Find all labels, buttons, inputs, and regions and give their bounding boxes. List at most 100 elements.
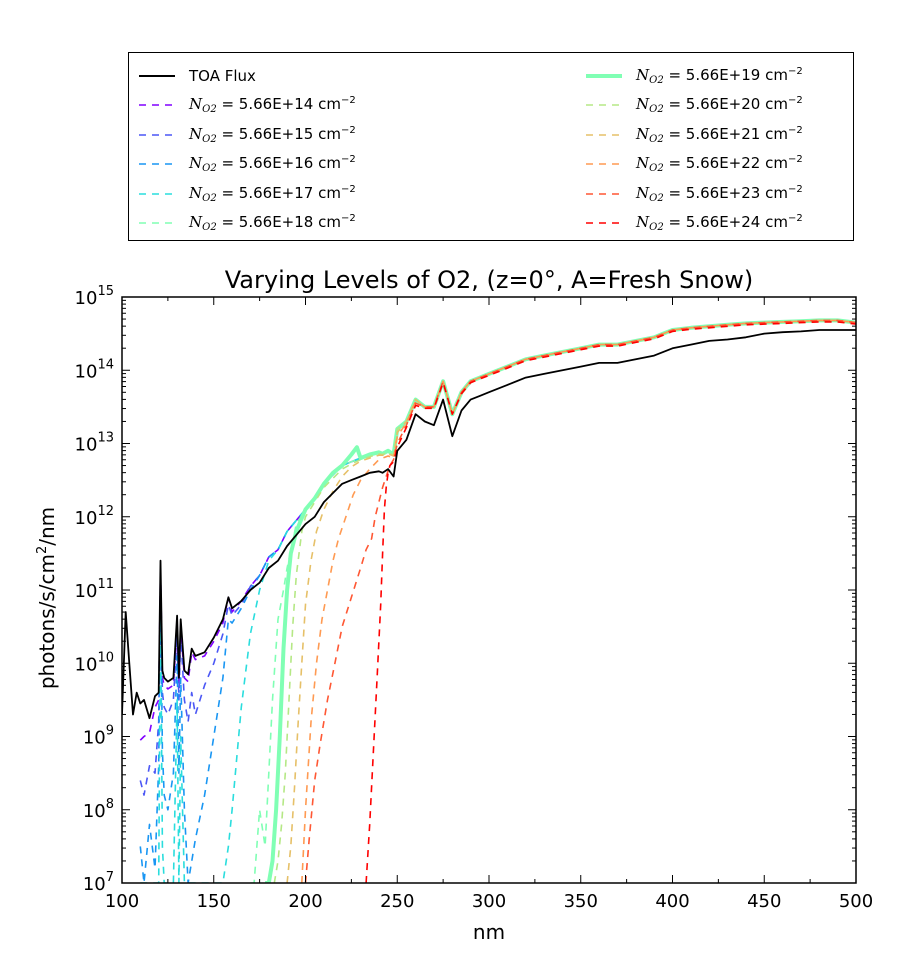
y-tick-label-exp: 7 (106, 870, 114, 885)
legend-value: = 5.66E+21 cm (663, 124, 788, 143)
legend-entry-5.66E+20: NO2 = 5.66E+20 cm−2 (586, 91, 803, 121)
legend-value: = 5.66E+16 cm (216, 154, 341, 173)
legend-n-symbol: NO2 (636, 154, 664, 175)
y-tick-label-1e14: 1014 (75, 357, 114, 382)
legend-swatch-toa (139, 74, 175, 77)
y-tick-label-base: 10 (75, 435, 98, 456)
series-line-5.66E+19 (265, 318, 856, 883)
y-tick-label-exp: 8 (106, 797, 114, 812)
legend-swatch-5.66E+15 (139, 133, 175, 136)
y-tick-label-1e11: 1011 (75, 577, 114, 602)
legend-swatch-5.66E+19 (586, 73, 622, 78)
legend-entry-5.66E+18: NO2 = 5.66E+18 cm−2 (139, 209, 356, 239)
legend-n-symbol: NO2 (189, 183, 217, 204)
y-tick-label-base: 10 (83, 874, 106, 895)
legend-n-symbol: NO2 (636, 124, 664, 145)
y-axis-label-sup: 2 (35, 545, 50, 555)
legend-swatch-5.66E+22 (586, 163, 622, 166)
series-line-5.66E+18 (250, 319, 856, 883)
x-tick-label-300: 300 (472, 891, 506, 912)
legend-n-subscript: O2 (649, 222, 664, 234)
legend-entry-5.66E+15: NO2 = 5.66E+15 cm−2 (139, 120, 356, 150)
series-line-5.66E+21 (286, 319, 856, 883)
x-tick-label-450: 450 (747, 891, 781, 912)
legend-label-5.66E+21: NO2 = 5.66E+21 cm−2 (636, 125, 803, 145)
legend-swatch-5.66E+17 (139, 192, 175, 195)
y-tick-label-1e8: 108 (83, 797, 114, 822)
legend-n-subscript: O2 (649, 74, 664, 86)
legend-n-symbol: NO2 (636, 95, 664, 116)
y-tick-label-base: 10 (83, 801, 106, 822)
series-line-toa-flux (122, 329, 856, 720)
legend-value: = 5.66E+24 cm (663, 213, 788, 232)
x-tick-label-350: 350 (564, 891, 598, 912)
y-tick-label-1e10: 1010 (75, 650, 114, 675)
legend-value: = 5.66E+23 cm (663, 183, 788, 202)
legend-unit-exponent: −2 (787, 183, 803, 195)
legend-unit-exponent: −2 (340, 183, 356, 195)
y-tick-label-exp: 13 (97, 431, 114, 446)
x-tick-label-200: 200 (288, 891, 322, 912)
legend-label-5.66E+23: NO2 = 5.66E+23 cm−2 (636, 184, 803, 204)
legend-n-subscript: O2 (649, 133, 664, 145)
legend-label-5.66E+16: NO2 = 5.66E+16 cm−2 (189, 154, 356, 174)
legend-label-5.66E+24: NO2 = 5.66E+24 cm−2 (636, 213, 803, 233)
series-line-5.66E+22 (301, 319, 856, 883)
legend-unit-exponent: −2 (787, 95, 803, 107)
legend-swatch-5.66E+23 (586, 192, 622, 195)
y-tick-label-base: 10 (83, 728, 106, 749)
legend: TOA Flux NO2 = 5.66E+14 cm−2 NO2 = 5.66E+… (128, 52, 854, 241)
legend-n-symbol: NO2 (189, 95, 217, 116)
legend-n-symbol: NO2 (636, 65, 664, 86)
y-axis-label-tail: /nm (35, 506, 59, 546)
y-tick-label-base: 10 (75, 581, 98, 602)
legend-n-subscript: O2 (649, 163, 664, 175)
series-line-5.66E+16 (139, 319, 856, 883)
legend-unit-exponent: −2 (340, 95, 356, 107)
legend-n-symbol: NO2 (189, 124, 217, 145)
legend-label-5.66E+14: NO2 = 5.66E+14 cm−2 (189, 95, 356, 115)
legend-unit-exponent: −2 (787, 213, 803, 225)
y-tick-label-1e12: 1012 (75, 504, 114, 529)
legend-unit-exponent: −2 (340, 124, 356, 136)
legend-entry-5.66E+23: NO2 = 5.66E+23 cm−2 (586, 179, 803, 209)
legend-entry-5.66E+16: NO2 = 5.66E+16 cm−2 (139, 150, 356, 180)
legend-entry-5.66E+14: NO2 = 5.66E+14 cm−2 (139, 91, 356, 121)
legend-n-subscript: O2 (649, 192, 664, 204)
legend-label-5.66E+20: NO2 = 5.66E+20 cm−2 (636, 95, 803, 115)
legend-column-left: TOA Flux NO2 = 5.66E+14 cm−2 NO2 = 5.66E+… (139, 61, 356, 238)
series-line-5.66E+14 (139, 319, 856, 741)
chart-title: Varying Levels of O2, (z=0°, A=Fresh Sno… (224, 266, 754, 294)
x-axis-label: nm (472, 920, 506, 944)
legend-swatch-5.66E+16 (139, 163, 175, 166)
legend-n-subscript: O2 (202, 163, 217, 175)
legend-entry-5.66E+21: NO2 = 5.66E+21 cm−2 (586, 120, 803, 150)
legend-label-5.66E+15: NO2 = 5.66E+15 cm−2 (189, 125, 356, 145)
legend-label-5.66E+17: NO2 = 5.66E+17 cm−2 (189, 184, 356, 204)
y-tick-label-exp: 10 (97, 650, 114, 665)
y-tick-label-base: 10 (75, 288, 98, 309)
y-tick-label-base: 10 (75, 361, 98, 382)
legend-entry-5.66E+19: NO2 = 5.66E+19 cm−2 (586, 61, 803, 91)
legend-value: = 5.66E+22 cm (663, 154, 788, 173)
y-axis-label: photons/s/cm2/nm (35, 507, 59, 689)
y-tick-label-1e7: 107 (83, 870, 114, 895)
series-line-5.66E+24 (365, 321, 856, 883)
legend-unit-exponent: −2 (340, 213, 356, 225)
legend-value: = 5.66E+19 cm (663, 65, 788, 84)
legend-label-5.66E+18: NO2 = 5.66E+18 cm−2 (189, 213, 356, 233)
legend-swatch-5.66E+20 (586, 104, 622, 107)
y-tick-label-1e9: 109 (83, 724, 114, 749)
y-tick-label-1e15: 1015 (75, 284, 114, 309)
series-line-5.66E+17 (140, 319, 856, 883)
legend-column-right: NO2 = 5.66E+19 cm−2 NO2 = 5.66E+20 cm−2 NO… (586, 61, 803, 238)
legend-n-symbol: NO2 (636, 213, 664, 234)
legend-entry-5.66E+22: NO2 = 5.66E+22 cm−2 (586, 150, 803, 180)
series-line-5.66E+23 (304, 319, 856, 883)
plot-series-group (122, 318, 856, 883)
legend-entry-5.66E+24: NO2 = 5.66E+24 cm−2 (586, 209, 803, 239)
y-axis-label-base: photons/s/cm (35, 554, 59, 690)
legend-unit-exponent: −2 (787, 65, 803, 77)
legend-entry-toa: TOA Flux (139, 61, 356, 91)
legend-n-symbol: NO2 (189, 154, 217, 175)
